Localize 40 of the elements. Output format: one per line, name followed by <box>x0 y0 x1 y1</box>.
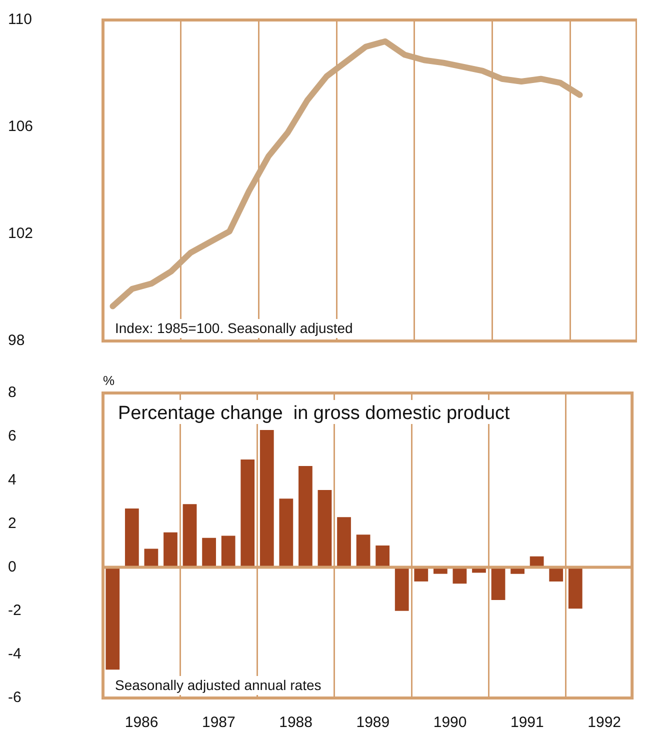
text: Percentage change in gross domestic product <box>118 403 511 424</box>
x-tick-label: 1989 <box>356 714 390 732</box>
bar <box>124 508 139 568</box>
y-tick-label: 2 <box>8 514 16 532</box>
y-tick-label: 98 <box>8 332 25 350</box>
y-tick-label: 8 <box>8 384 16 402</box>
bar <box>279 498 294 568</box>
bar <box>337 517 351 568</box>
y-tick-label: 110 <box>8 11 32 28</box>
x-tick-label: 1986 <box>124 714 158 732</box>
bar <box>491 567 506 600</box>
bar <box>164 532 178 568</box>
y-tick-label: -4 <box>8 646 22 663</box>
annotation: Index: 1985=100. Seasonally adjusted <box>115 320 353 336</box>
x-tick-label: 1992 <box>588 714 622 732</box>
bar <box>221 536 236 568</box>
y-tick-label: 102 <box>8 225 34 242</box>
annotation: Seasonally adjusted annual rates <box>115 677 322 693</box>
bar <box>240 459 255 568</box>
y-axis-title: % <box>103 373 115 388</box>
x-tick-label: 1990 <box>433 714 467 732</box>
bar <box>202 538 216 568</box>
bar <box>376 546 390 568</box>
bar <box>298 466 312 568</box>
x-tick-label: 1991 <box>510 714 544 732</box>
y-tick-label: 6 <box>8 428 16 445</box>
bar <box>106 567 120 670</box>
y-tick-label: 0 <box>8 558 16 576</box>
y-tick-label: 106 <box>8 118 34 136</box>
x-tick-label: 1987 <box>202 714 236 732</box>
x-tick-label: 1988 <box>279 714 312 732</box>
bar <box>394 567 409 611</box>
bar <box>260 430 274 568</box>
y-tick-label: 4 <box>8 471 16 488</box>
bar <box>182 504 197 568</box>
y-tick-label: -2 <box>8 602 22 619</box>
y-tick-label: -6 <box>8 689 22 706</box>
bar <box>356 534 370 568</box>
bar <box>568 567 582 609</box>
bar <box>318 490 332 568</box>
